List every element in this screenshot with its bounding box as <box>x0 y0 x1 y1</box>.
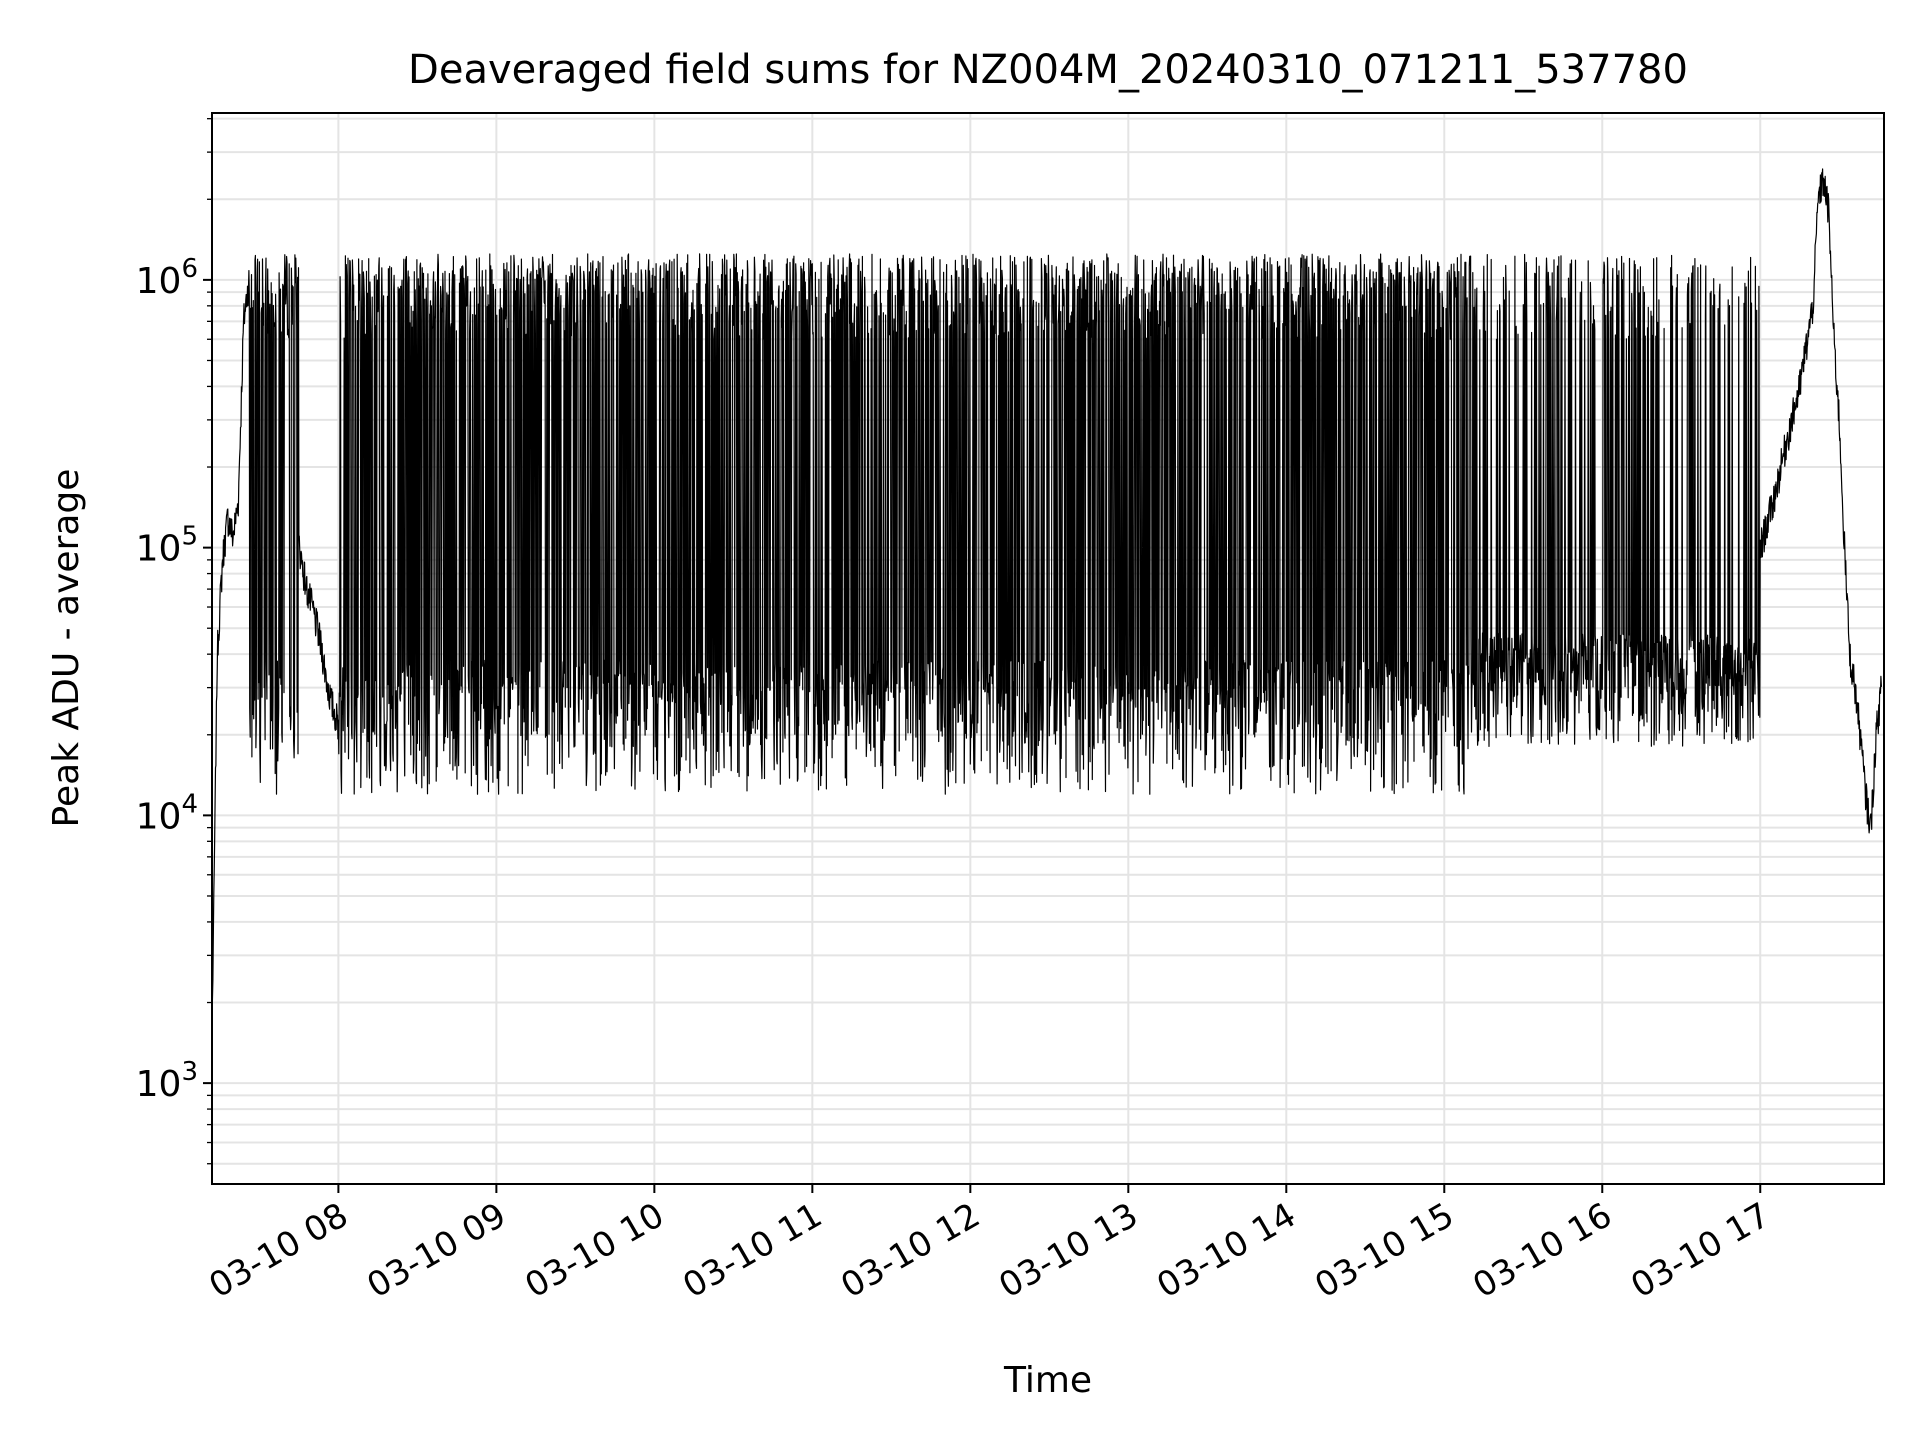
x-tick-label: 03-10 13 <box>992 1195 1144 1306</box>
x-tick-label: 03-10 11 <box>676 1195 828 1306</box>
y-axis-label: Peak ADU - average <box>46 469 87 828</box>
x-tick-label: 03-10 08 <box>202 1195 354 1306</box>
chart-title: Deaveraged field sums for NZ004M_2024031… <box>408 47 1688 93</box>
x-tick-label: 03-10 15 <box>1308 1195 1460 1306</box>
y-tick-label: 103 <box>136 1057 198 1105</box>
y-tick-label: 104 <box>136 789 198 837</box>
x-axis-label: Time <box>1003 1360 1092 1401</box>
y-tick-label: 105 <box>136 522 198 570</box>
x-tick-label: 03-10 14 <box>1150 1195 1302 1306</box>
plot-frame <box>211 112 1885 1185</box>
data-series-line <box>212 168 1882 1037</box>
x-axis: 03-10 08 03-10 09 03-10 10 03-10 11 03-10 12… <box>202 1184 1777 1306</box>
x-tick-label: 03-10 10 <box>518 1195 670 1306</box>
y-tick-label: 106 <box>136 254 198 302</box>
x-tick-label: 03-10 17 <box>1624 1195 1776 1306</box>
x-tick-label: 03-10 16 <box>1466 1195 1618 1306</box>
x-tick-label: 03-10 09 <box>360 1195 512 1306</box>
y-axis: 103 104 105 106 <box>136 118 212 1165</box>
x-tick-label: 03-10 12 <box>834 1195 986 1306</box>
